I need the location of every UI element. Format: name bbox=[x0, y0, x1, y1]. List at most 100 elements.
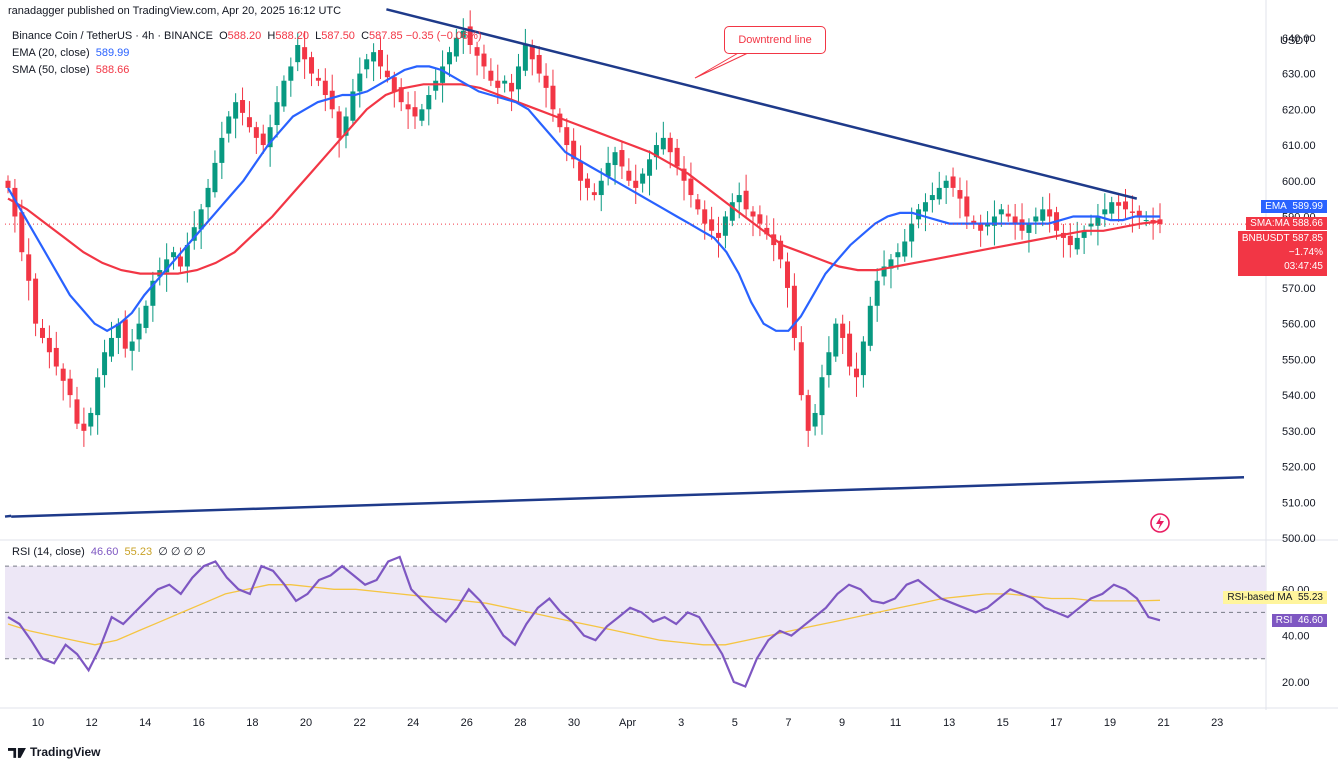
candle-body bbox=[150, 280, 156, 306]
candle-body bbox=[550, 85, 556, 110]
rsi-ma-legend-value: 55.23 bbox=[124, 546, 153, 558]
ohlc-high: H588.20 bbox=[267, 30, 310, 42]
candle-body bbox=[143, 305, 149, 328]
candle-body bbox=[840, 323, 846, 338]
downtrend-callout[interactable]: Downtrend line bbox=[724, 26, 826, 54]
sma50-line bbox=[7, 83, 1161, 275]
ema-legend-label: EMA (20, close) bbox=[12, 47, 90, 59]
candle-body bbox=[398, 87, 404, 103]
candle-body bbox=[1074, 237, 1080, 250]
candle-body bbox=[440, 66, 446, 83]
price-tick-label: 620.00 bbox=[1282, 104, 1316, 116]
ohlc-low: L587.50 bbox=[315, 30, 355, 42]
currency-label[interactable]: USDT bbox=[1280, 35, 1310, 47]
candle-body bbox=[39, 327, 45, 338]
price-tick-label: 550.00 bbox=[1282, 354, 1316, 366]
publisher-line: ranadagger published on TradingView.com,… bbox=[8, 5, 342, 17]
candle-body bbox=[198, 209, 204, 230]
candle-body bbox=[481, 53, 487, 67]
time-tick-label: 15 bbox=[997, 717, 1009, 729]
rsi-ma-line bbox=[7, 584, 1161, 646]
price-tick-label: 630.00 bbox=[1282, 69, 1316, 81]
rsi-legend[interactable]: RSI (14, close) 46.60 55.23 ∅ ∅ ∅ ∅ bbox=[12, 545, 206, 559]
candle-body bbox=[784, 261, 790, 288]
rsi-legend-extra: ∅ ∅ ∅ ∅ bbox=[158, 546, 206, 558]
candle-body bbox=[653, 145, 659, 158]
candle-body bbox=[267, 127, 273, 148]
candle-body bbox=[295, 45, 301, 63]
candle-body bbox=[529, 45, 535, 60]
candle-body bbox=[302, 47, 308, 60]
candle-body bbox=[929, 195, 935, 201]
rsi-tick-label: 20.00 bbox=[1282, 677, 1310, 689]
candle-body bbox=[378, 50, 384, 67]
price-tick-label: 600.00 bbox=[1282, 176, 1316, 188]
candle-body bbox=[460, 30, 466, 38]
candle-body bbox=[853, 368, 859, 378]
candle-body bbox=[971, 220, 977, 224]
candle-body bbox=[936, 187, 942, 200]
support-trendline bbox=[11, 476, 1245, 518]
candle-body bbox=[681, 168, 687, 181]
sma-legend[interactable]: SMA (50, close) 588.66 bbox=[12, 63, 129, 77]
candle-body bbox=[1095, 216, 1101, 226]
candle-body bbox=[591, 192, 597, 196]
candle-body bbox=[716, 232, 722, 238]
candle-body bbox=[626, 170, 632, 181]
candle-body bbox=[1088, 223, 1094, 227]
candle-body bbox=[1116, 202, 1122, 206]
candle-body bbox=[536, 55, 542, 74]
candle-body bbox=[826, 352, 832, 376]
candle-body bbox=[1143, 220, 1149, 222]
support-trendline-extension bbox=[4, 514, 12, 518]
candle-body bbox=[722, 216, 728, 236]
candle-body bbox=[978, 223, 984, 231]
price-tick-label: 610.00 bbox=[1282, 140, 1316, 152]
candle-body bbox=[605, 162, 611, 177]
candle-body bbox=[95, 377, 101, 416]
candle-body bbox=[571, 140, 577, 160]
candle-body bbox=[1067, 235, 1073, 246]
candle-body bbox=[902, 241, 908, 257]
candle-body bbox=[226, 116, 232, 134]
ema-legend[interactable]: EMA (20, close) 589.99 bbox=[12, 46, 129, 60]
price-tick-label: 520.00 bbox=[1282, 462, 1316, 474]
candle-body bbox=[1102, 209, 1108, 215]
rsi-legend-value: 46.60 bbox=[90, 546, 119, 558]
ohlc-change: −0.35 (−0.06%) bbox=[405, 30, 482, 42]
candle-body bbox=[336, 111, 342, 138]
time-tick-label: 24 bbox=[407, 717, 419, 729]
last-price-tag: BNBUSDT 587.85 −1.74% 03:47:45 bbox=[1237, 231, 1327, 276]
time-tick-label: 19 bbox=[1104, 717, 1116, 729]
candle-body bbox=[564, 127, 570, 146]
tradingview-logo[interactable]: TradingView bbox=[8, 745, 100, 759]
candle-body bbox=[288, 66, 294, 81]
candle-body bbox=[419, 109, 425, 121]
candle-body bbox=[364, 59, 370, 70]
price-tick-label: 640.00 bbox=[1282, 33, 1316, 45]
candle-body bbox=[985, 223, 991, 227]
candle-body bbox=[1012, 216, 1018, 224]
candle-body bbox=[433, 80, 439, 91]
candle-body bbox=[1005, 213, 1011, 217]
candle-body bbox=[446, 52, 452, 65]
candle-body bbox=[736, 195, 742, 203]
candle-body bbox=[171, 252, 177, 258]
candle-body bbox=[1033, 216, 1039, 222]
time-tick-label: 5 bbox=[732, 717, 738, 729]
candle-body bbox=[1109, 202, 1115, 214]
sma-legend-value: 588.66 bbox=[95, 64, 130, 76]
ohlc-close: C587.85 bbox=[361, 30, 403, 42]
time-tick-label: 7 bbox=[785, 717, 791, 729]
rsi-band bbox=[5, 566, 1266, 659]
rsi-tick-label: 40.00 bbox=[1282, 631, 1310, 643]
candle-body bbox=[888, 259, 894, 269]
tradingview-logo-icon bbox=[8, 747, 26, 758]
candle-body bbox=[453, 37, 459, 57]
candle-body bbox=[909, 223, 915, 242]
candle-body bbox=[177, 256, 183, 267]
candle-body bbox=[184, 245, 190, 267]
candle-body bbox=[53, 347, 59, 367]
time-tick-label: 28 bbox=[514, 717, 526, 729]
